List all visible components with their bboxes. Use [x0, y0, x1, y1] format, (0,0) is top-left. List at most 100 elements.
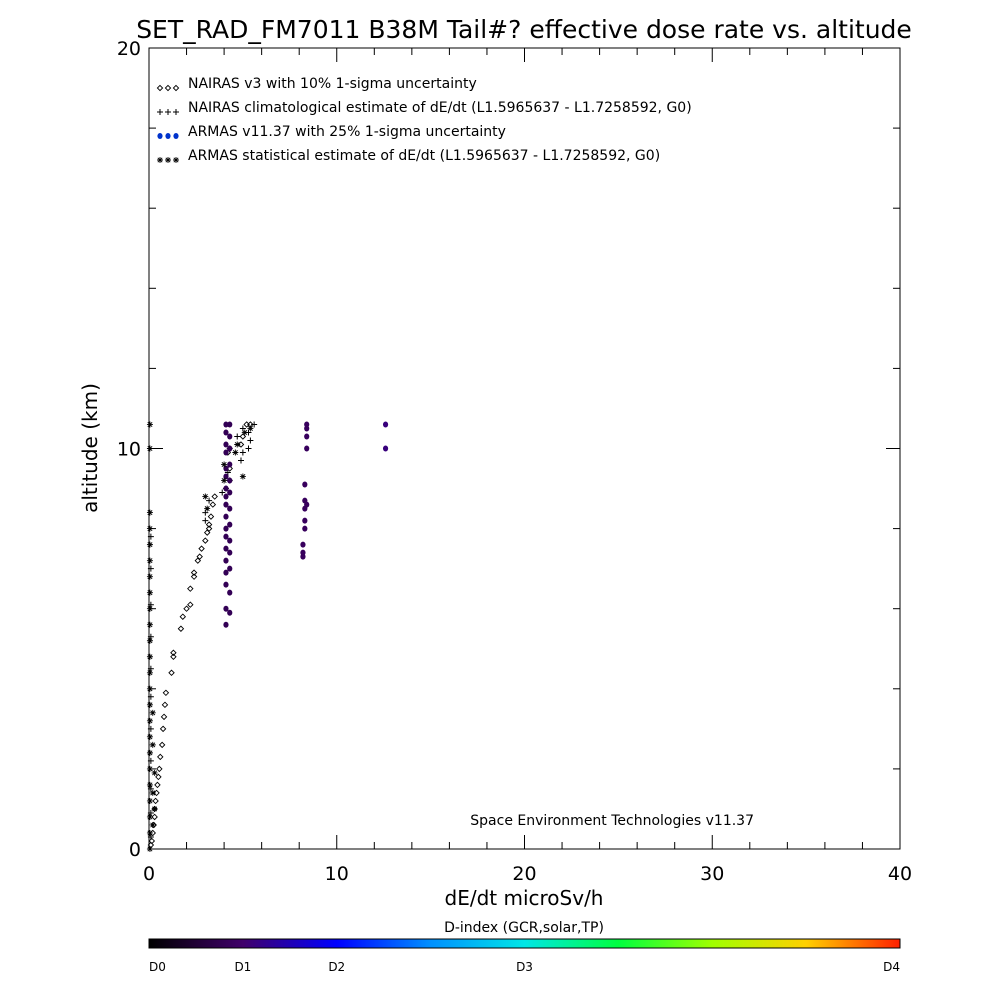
legend-label: ARMAS v11.37 with 25% 1-sigma uncertaint… — [188, 124, 506, 140]
legend-item: NAIRAS climatological estimate of dE/dt … — [157, 100, 692, 116]
data-point-plus — [251, 421, 258, 428]
data-points — [146, 421, 389, 852]
data-point-circle — [227, 421, 233, 428]
data-point-asterisk — [146, 717, 153, 724]
data-point-asterisk — [146, 781, 153, 788]
legend-symbol — [157, 157, 163, 163]
data-point-circle — [223, 429, 229, 436]
data-point-circle — [302, 497, 308, 504]
data-point-asterisk — [146, 589, 153, 596]
data-point-circle — [227, 609, 233, 616]
data-point-plus — [245, 445, 252, 452]
data-point-circle — [227, 505, 233, 512]
y-tick-label: 10 — [117, 439, 141, 461]
data-point-asterisk — [221, 477, 228, 484]
data-point-circle — [223, 533, 229, 540]
data-point-asterisk — [146, 621, 153, 628]
data-point-diamond — [170, 649, 177, 656]
data-point-circle — [223, 621, 229, 628]
data-point-diamond — [187, 601, 194, 608]
data-point-asterisk — [146, 445, 153, 452]
series-asterisk — [146, 421, 254, 852]
data-point-diamond — [237, 441, 245, 448]
data-point-diamond — [196, 553, 203, 560]
data-point-asterisk — [247, 425, 254, 432]
legend-symbol — [157, 109, 163, 115]
y-axis-label: altitude (km) — [78, 383, 102, 513]
data-point-diamond — [170, 653, 177, 660]
data-point-plus — [147, 833, 154, 840]
y-tick-label: 20 — [117, 38, 141, 60]
data-point-circle — [227, 521, 233, 528]
data-point-circle — [302, 517, 308, 524]
data-point-asterisk — [146, 797, 153, 804]
data-point-plus — [147, 533, 154, 540]
data-point-asterisk — [146, 509, 153, 516]
data-point-asterisk — [146, 541, 153, 548]
data-point-diamond — [239, 433, 247, 440]
data-point-diamond — [155, 773, 162, 781]
legend-symbol — [156, 84, 164, 92]
data-point-plus — [234, 433, 241, 440]
data-point-asterisk — [232, 449, 239, 456]
data-point-diamond — [160, 713, 168, 721]
data-point-plus — [237, 457, 244, 464]
data-point-circle — [227, 565, 233, 572]
axis-ticks: 0 10 20 30 40 0 10 20 — [117, 38, 912, 885]
legend: NAIRAS v3 with 10% 1-sigma uncertainty NA… — [156, 76, 692, 164]
x-tick-label: 20 — [512, 863, 536, 885]
data-point-circle — [302, 481, 308, 488]
data-point-circle — [302, 525, 308, 532]
legend-symbol — [165, 133, 171, 139]
colorbar-label: D2 — [328, 960, 345, 974]
data-point-diamond — [168, 669, 175, 677]
x-tick-label: 10 — [325, 863, 349, 885]
data-point-asterisk — [146, 685, 153, 692]
data-point-circle — [227, 461, 233, 468]
data-point-diamond — [151, 813, 158, 821]
data-point-asterisk — [149, 741, 156, 748]
data-point-circle — [223, 473, 229, 480]
data-point-diamond — [187, 585, 194, 592]
x-tick-label: 40 — [888, 863, 912, 885]
data-point-circle — [223, 493, 229, 500]
colorbar-label: D3 — [516, 960, 533, 974]
data-point-circle — [304, 445, 310, 452]
data-point-circle — [227, 477, 233, 484]
chart-title: SET_RAD_FM7011 B38M Tail#? effective dos… — [136, 15, 912, 44]
legend-symbol — [164, 84, 172, 92]
legend-symbol — [173, 109, 179, 115]
plot-frame — [148, 47, 901, 850]
data-point-circle — [227, 433, 233, 440]
data-point-diamond — [190, 569, 198, 576]
data-point-asterisk — [146, 846, 153, 852]
colorbar-label: D4 — [883, 960, 900, 974]
data-point-asterisk — [151, 769, 158, 776]
data-point-diamond — [207, 513, 215, 520]
legend-symbol — [165, 157, 171, 163]
legend-item: ARMAS v11.37 with 25% 1-sigma uncertaint… — [157, 124, 506, 140]
x-tick-label: 30 — [700, 863, 724, 885]
data-point-circle — [223, 557, 229, 564]
data-point-circle — [223, 525, 229, 532]
data-point-circle — [227, 549, 233, 556]
data-point-plus — [247, 437, 254, 444]
data-point-circle — [223, 449, 229, 456]
data-point-circle — [300, 549, 306, 556]
data-point-asterisk — [146, 525, 153, 532]
data-point-plus — [147, 565, 154, 572]
data-point-diamond — [177, 625, 185, 632]
colorbar-label: D0 — [149, 960, 166, 974]
data-point-asterisk — [146, 653, 153, 660]
data-point-asterisk — [221, 461, 228, 468]
data-point-asterisk — [241, 429, 248, 436]
data-point-circle — [382, 445, 389, 452]
data-point-plus — [147, 757, 154, 764]
data-point-diamond — [202, 537, 209, 544]
data-point-diamond — [211, 493, 218, 500]
data-point-diamond — [179, 613, 187, 620]
data-point-asterisk — [146, 573, 153, 580]
data-point-asterisk — [149, 821, 156, 828]
colorbar-label: D1 — [234, 960, 251, 974]
data-point-asterisk — [146, 813, 153, 820]
